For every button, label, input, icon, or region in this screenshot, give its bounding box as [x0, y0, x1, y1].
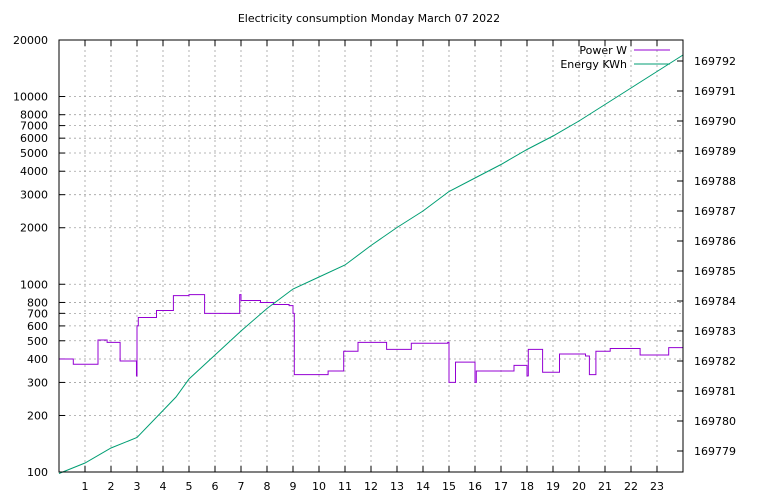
x-tick-label: 22 [624, 480, 638, 493]
x-tick-label: 16 [468, 480, 482, 493]
y-right-tick-label: 169792 [694, 55, 736, 68]
plot-frame [58, 39, 684, 473]
y-right-tick-label: 169786 [694, 235, 736, 248]
x-tick-label: 7 [238, 480, 245, 493]
y-right-tick-label: 169783 [694, 325, 736, 338]
y-right-tick-label: 169789 [694, 145, 736, 158]
x-tick-label: 15 [442, 480, 456, 493]
x-tick-label: 2 [108, 480, 115, 493]
x-tick-label: 12 [364, 480, 378, 493]
x-tick-label: 1 [82, 480, 89, 493]
x-tick-label: 23 [650, 480, 664, 493]
y-left-tick-label: 500 [27, 335, 48, 348]
y-left-tick-label: 600 [27, 320, 48, 333]
y-left-tick-label: 7000 [20, 120, 48, 133]
x-tick-label: 8 [264, 480, 271, 493]
chart-title: Electricity consumption Monday March 07 … [238, 12, 500, 25]
y-right-tick-label: 169781 [694, 385, 736, 398]
y-left-tick-label: 10000 [13, 91, 48, 104]
legend-label-energy: Energy KWh [560, 58, 627, 71]
x-tick-label: 10 [312, 480, 326, 493]
x-tick-label: 3 [134, 480, 141, 493]
y-right-tick-label: 169782 [694, 355, 736, 368]
y-right-tick-label: 169780 [694, 415, 736, 428]
y-left-tick-label: 6000 [20, 132, 48, 145]
x-tick-label: 11 [338, 480, 352, 493]
y-right-tick-label: 169785 [694, 265, 736, 278]
y-left-tick-label: 2000 [20, 222, 48, 235]
x-tick-label: 6 [212, 480, 219, 493]
y-left-tick-label: 400 [27, 353, 48, 366]
x-tick-label: 13 [390, 480, 404, 493]
y-right-tick-label: 169790 [694, 115, 736, 128]
y-left-tick-label: 20000 [13, 34, 48, 47]
x-tick-label: 18 [520, 480, 534, 493]
legend: Power W Energy KWh [560, 44, 670, 71]
x-tick-label: 4 [160, 480, 167, 493]
x-tick-label: 5 [186, 480, 193, 493]
y-axis-right: 169779 169780 169781 169782 169783 169784 1697… [677, 55, 736, 458]
grid-lines [59, 39, 683, 473]
series-line-energy [58, 54, 684, 474]
x-axis: 1 2 3 4 5 6 7 8 9 10 11 12 13 14 15 16 17 18 19 20 21 22 23 [82, 40, 664, 493]
series-line-power [59, 294, 683, 383]
y-right-tick-label: 169787 [694, 205, 736, 218]
y-right-tick-label: 169784 [694, 295, 736, 308]
y-left-tick-label: 200 [27, 409, 48, 422]
y-right-tick-label: 169788 [694, 175, 736, 188]
y-left-tick-label: 100 [27, 466, 48, 479]
x-tick-label: 19 [546, 480, 560, 493]
y-left-tick-label: 1000 [20, 278, 48, 291]
y-left-tick-label: 800 [27, 296, 48, 309]
y-left-tick-label: 700 [27, 307, 48, 320]
y-right-tick-label: 169791 [694, 85, 736, 98]
x-tick-label: 20 [572, 480, 586, 493]
y-left-tick-label: 4000 [20, 165, 48, 178]
series-lines [58, 54, 684, 474]
x-tick-label: 17 [494, 480, 508, 493]
legend-label-power: Power W [579, 44, 627, 57]
x-tick-label: 14 [416, 480, 430, 493]
y-left-tick-label: 300 [27, 376, 48, 389]
y-left-tick-label: 3000 [20, 189, 48, 202]
x-tick-label: 9 [290, 480, 297, 493]
y-left-tick-label: 5000 [20, 147, 48, 160]
y-left-tick-label: 8000 [20, 109, 48, 122]
x-tick-label: 21 [598, 480, 612, 493]
y-right-tick-label: 169779 [694, 445, 736, 458]
